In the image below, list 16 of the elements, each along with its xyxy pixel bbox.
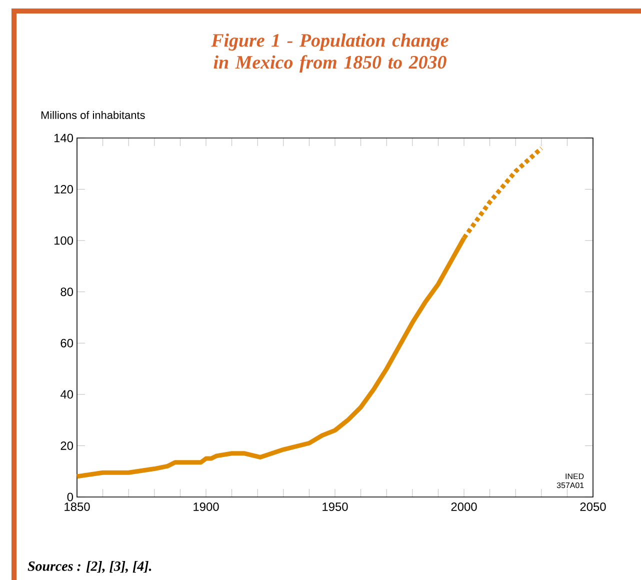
x-tick-label: 1850 (64, 502, 90, 511)
x-tick-label: 1950 (322, 502, 348, 511)
y-tick-label: 20 (60, 441, 74, 450)
y-tick-label: 60 (60, 338, 74, 348)
source-note: Sources : [2], [3], [4]. (28, 561, 152, 573)
y-tick-label: 40 (60, 390, 74, 399)
x-tick-label: 2000 (451, 502, 477, 511)
y-tick-label: 120 (54, 185, 74, 194)
y-axis-title: Millions of inhabitants (41, 110, 145, 120)
y-tick-label: 140 (54, 134, 74, 142)
y-tick-label: 80 (60, 288, 74, 296)
y-tick-label: 0 (67, 492, 74, 502)
x-tick-label: 2050 (580, 502, 606, 511)
x-tick-label: 1900 (194, 502, 219, 511)
chart-title: Figure 1 - Population change in Mexico from 1850 to 2030 (211, 33, 448, 73)
y-tick-label: 100 (54, 236, 74, 245)
